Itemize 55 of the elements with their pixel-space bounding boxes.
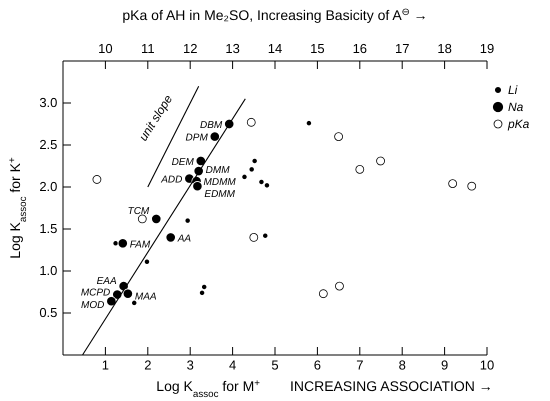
legend-label: Li [508,83,518,97]
legend-label: Na [508,100,524,114]
x2-tick-label: 11 [141,40,155,56]
point [122,288,133,299]
x2-axis-title: pKa of AH in Me₂SO, Increasing Basicity of A$^{⊖}$ → [122,6,428,23]
y-tick-label: 2.0 [39,179,58,194]
annotation: ADD [160,174,182,186]
annotation: MOD [80,300,104,312]
annotation: AA [176,233,192,244]
x-tick-label: 9 [440,358,448,373]
y-tick-label: 2.5 [39,137,58,152]
point [196,156,206,166]
point [192,181,203,192]
annotation: FAM [130,239,151,250]
point [106,296,116,306]
annotation: DEM [172,156,194,168]
x-tick-label: 8 [398,358,406,373]
x2-tick-label: 19 [480,40,494,56]
x-axis-title: Log K$_{assoc}$ for M$^{+}$ [156,378,260,400]
x-tick-label: 1 [102,358,110,373]
x2-tick-label: 13 [225,40,240,56]
x2-tick-label: 12 [182,40,198,56]
annotation: MCPD [80,288,110,299]
x2-tick-label: 10 [98,40,113,56]
y-tick-label: 1.0 [39,263,58,278]
annotation: EDMM [204,189,236,200]
point [166,232,176,243]
point [151,214,162,224]
x2-tick-label: 14 [268,40,282,56]
x-tick-label: 7 [356,358,364,373]
annotation: DPM [186,132,208,144]
point [210,131,220,142]
annotation: MDMM [204,177,236,188]
y-tick-label: 0.5 [39,305,58,320]
x-tick-label: 5 [271,358,279,373]
legend-label: pKa [507,117,530,131]
x-tick-label: 10 [480,358,494,373]
y-tick-label: 1.5 [39,221,58,236]
y-tick-label: 3.0 [39,95,58,110]
annotation: MAA [134,292,157,303]
x-tick-label: 4 [228,358,236,373]
x-tick-label: 6 [314,358,322,373]
annotation: TCM [128,206,150,217]
point [118,238,128,248]
x2-tick-label: 15 [310,40,325,56]
x2-tick-label: 16 [352,40,368,56]
x2-tick-label: 17 [394,40,410,56]
annotation: DBM [200,120,223,131]
point [241,174,248,180]
annotation: DMM [206,165,230,176]
x-tick-label: 3 [186,358,194,373]
x-tick-label: 2 [144,358,152,373]
text: INCREASING ASSOCIATION → [290,378,493,394]
annotation: EAA [96,276,117,288]
x2-tick-label: 18 [437,40,452,56]
